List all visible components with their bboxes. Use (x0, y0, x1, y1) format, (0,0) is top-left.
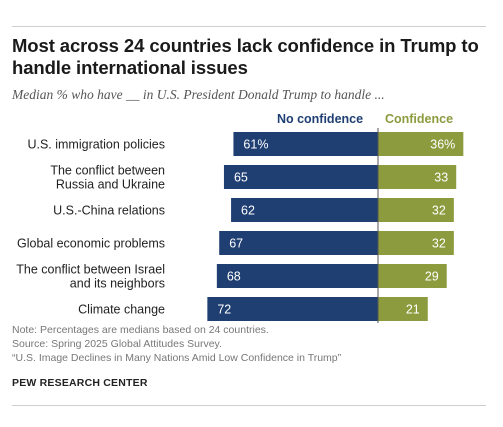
chart-source: Source: Spring 2025 Global Attitudes Sur… (12, 338, 222, 350)
bar-no-confidence (223, 165, 378, 189)
bar-confidence (378, 132, 464, 156)
chart-subtitle: Median % who have __ in U.S. President D… (12, 87, 385, 102)
bar-no-confidence (233, 132, 378, 156)
value-label-confidence: 32 (432, 237, 446, 251)
value-label-confidence: 29 (425, 270, 439, 284)
category-label: Russia and Ukraine (56, 178, 165, 192)
category-label: The conflict between Israel (16, 263, 165, 277)
category-label: U.S. immigration policies (27, 138, 165, 152)
category-label: and its neighbors (70, 277, 165, 291)
bar-no-confidence (219, 231, 378, 255)
bar-confidence (378, 231, 454, 255)
chart-title: Most across 24 countries lack confidence… (12, 35, 479, 78)
legend-no-confidence: No confidence (277, 112, 363, 126)
category-label: U.S.-China relations (53, 204, 165, 218)
category-label: Global economic problems (17, 237, 165, 251)
bar-confidence (378, 264, 447, 288)
category-label: The conflict between (50, 164, 165, 178)
value-label-confidence: 33 (434, 171, 448, 185)
bar-no-confidence (216, 264, 378, 288)
diverging-bar-chart: No confidence Confidence U.S. immigration … (16, 112, 464, 323)
value-label-confidence: 32 (432, 204, 446, 218)
category-label: Climate change (78, 303, 165, 317)
value-label-no-confidence: 68 (227, 270, 241, 284)
top-rule (12, 26, 486, 27)
value-label-no-confidence: 65 (234, 171, 248, 185)
bar-no-confidence (207, 297, 378, 321)
brand-logo-text: PEW RESEARCH CENTER (12, 377, 148, 389)
chart-note: Note: Percentages are medians based on 2… (12, 324, 269, 336)
chart-report-title: “U.S. Image Declines in Many Nations Ami… (12, 352, 342, 364)
value-label-no-confidence: 72 (217, 303, 231, 317)
bar-confidence (378, 198, 454, 222)
value-label-confidence: 21 (406, 303, 420, 317)
value-label-no-confidence: 62 (241, 204, 255, 218)
legend-confidence: Confidence (385, 112, 453, 126)
value-label-confidence: 36% (430, 138, 455, 152)
value-label-no-confidence: 61% (243, 138, 268, 152)
bar-confidence (378, 165, 457, 189)
bar-confidence (378, 297, 428, 321)
value-label-no-confidence: 67 (229, 237, 243, 251)
bar-no-confidence (231, 198, 378, 222)
bottom-rule (12, 405, 486, 406)
